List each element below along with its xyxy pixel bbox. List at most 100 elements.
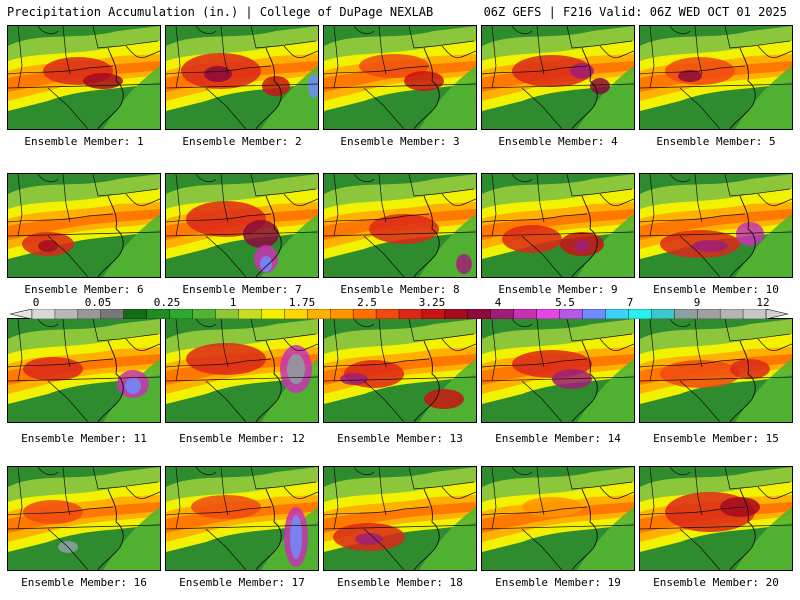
colorbar-tick-label: 9 bbox=[693, 296, 701, 309]
ensemble-member-label: Ensemble Member: 12 bbox=[179, 432, 305, 445]
precip-field bbox=[166, 467, 318, 570]
precip-field bbox=[324, 174, 476, 277]
precip-field bbox=[8, 26, 160, 129]
colorbar-segment bbox=[352, 309, 377, 319]
precip-field bbox=[640, 174, 792, 277]
ensemble-member-label: Ensemble Member: 3 bbox=[340, 135, 460, 148]
colorbar-tick-label: 0.25 bbox=[153, 296, 181, 309]
colorbar-segment bbox=[719, 309, 744, 319]
colorbar-segment bbox=[536, 309, 561, 319]
precip-field bbox=[8, 174, 160, 277]
precip-field bbox=[8, 319, 160, 422]
colorbar-segment bbox=[192, 309, 216, 319]
ensemble-member-label: Ensemble Member: 8 bbox=[340, 283, 460, 296]
ensemble-member-label: Ensemble Member: 14 bbox=[495, 432, 621, 445]
ensemble-member-map bbox=[7, 318, 161, 423]
ensemble-member-map bbox=[481, 25, 635, 130]
colorbar-segment bbox=[100, 309, 125, 319]
colorbar-segment bbox=[123, 309, 148, 319]
ensemble-member-label: Ensemble Member: 19 bbox=[495, 576, 621, 589]
ensemble-member-label: Ensemble Member: 11 bbox=[21, 432, 147, 445]
colorbar-segment bbox=[77, 309, 102, 319]
ensemble-member-map bbox=[323, 318, 477, 423]
ensemble-member-map bbox=[323, 466, 477, 571]
ensemble-member-map bbox=[639, 318, 793, 423]
colorbar-segment bbox=[582, 309, 606, 319]
colorbar-tick-label: 5.5 bbox=[555, 296, 575, 309]
colorbar-segment bbox=[54, 309, 79, 319]
precip-field bbox=[324, 319, 476, 422]
ensemble-member-map bbox=[7, 466, 161, 571]
ensemble-member-map bbox=[481, 173, 635, 278]
ensemble-member-label: Ensemble Member: 15 bbox=[653, 432, 779, 445]
ensemble-member-map bbox=[7, 173, 161, 278]
ensemble-member-label: Ensemble Member: 2 bbox=[182, 135, 302, 148]
precip-field bbox=[166, 174, 318, 277]
precip-field bbox=[640, 467, 792, 570]
ensemble-member-map bbox=[323, 173, 477, 278]
run-info: 06Z GEFS | F216 Valid: 06Z WED OCT 01 20… bbox=[483, 5, 787, 19]
colorbar-tick-label: 2.5 bbox=[357, 296, 377, 309]
colorbar-segment bbox=[398, 309, 423, 319]
precip-field bbox=[482, 26, 634, 129]
precip-field bbox=[166, 319, 318, 422]
colorbar-segment bbox=[696, 309, 721, 319]
precip-field bbox=[324, 26, 476, 129]
ensemble-member-label: Ensemble Member: 20 bbox=[653, 576, 779, 589]
ensemble-member-map bbox=[639, 466, 793, 571]
colorbar-tick-label: 1.75 bbox=[288, 296, 316, 309]
ensemble-member-map bbox=[323, 25, 477, 130]
precip-field bbox=[640, 26, 792, 129]
ensemble-member-label: Ensemble Member: 17 bbox=[179, 576, 305, 589]
ensemble-member-map bbox=[165, 466, 319, 571]
colorbar-segment bbox=[146, 309, 171, 319]
colorbar-tick-label: 4 bbox=[494, 296, 502, 309]
colorbar-segment bbox=[628, 309, 652, 319]
ensemble-member-label: Ensemble Member: 5 bbox=[656, 135, 776, 148]
precip-field bbox=[482, 319, 634, 422]
colorbar-segment bbox=[31, 309, 56, 319]
precip-field bbox=[640, 319, 792, 422]
colorbar-tick-label: 0.05 bbox=[84, 296, 112, 309]
precip-field bbox=[324, 467, 476, 570]
precip-field bbox=[166, 26, 318, 129]
ensemble-member-map bbox=[481, 318, 635, 423]
ensemble-member-label: Ensemble Member: 18 bbox=[337, 576, 463, 589]
colorbar-segment bbox=[169, 309, 194, 319]
colorbar-segment bbox=[605, 309, 629, 319]
colorbar-segment bbox=[742, 309, 767, 319]
ensemble-member-map bbox=[165, 318, 319, 423]
colorbar-tick-label: 0 bbox=[32, 296, 40, 309]
precip-field bbox=[482, 174, 634, 277]
precip-field bbox=[8, 467, 160, 570]
ensemble-member-label: Ensemble Member: 4 bbox=[498, 135, 618, 148]
colorbar-segment bbox=[215, 309, 239, 319]
colorbar-segment bbox=[559, 309, 583, 319]
ensemble-member-map bbox=[639, 173, 793, 278]
colorbar-segment bbox=[421, 309, 446, 319]
colorbar-segment bbox=[513, 309, 538, 319]
colorbar-segment bbox=[284, 309, 308, 319]
ensemble-member-map bbox=[7, 25, 161, 130]
colorbar-tick-label: 1 bbox=[229, 296, 237, 309]
map-title: Precipitation Accumulation (in.) | Colle… bbox=[7, 5, 434, 19]
colorbar-segment bbox=[329, 309, 354, 319]
ensemble-member-label: Ensemble Member: 6 bbox=[24, 283, 144, 296]
precip-field bbox=[482, 467, 634, 570]
ensemble-member-label: Ensemble Member: 9 bbox=[498, 283, 618, 296]
colorbar-segment bbox=[674, 309, 698, 319]
colorbar-tick-label: 7 bbox=[626, 296, 634, 309]
ensemble-member-label: Ensemble Member: 13 bbox=[337, 432, 463, 445]
colorbar-max-arrow bbox=[765, 309, 788, 319]
ensemble-member-label: Ensemble Member: 10 bbox=[653, 283, 779, 296]
colorbar-segment bbox=[467, 309, 492, 319]
colorbar-segment bbox=[261, 309, 285, 319]
colorbar-min-arrow bbox=[10, 309, 33, 319]
colorbar-tick-label: 3.25 bbox=[418, 296, 446, 309]
colorbar-segment bbox=[307, 309, 331, 319]
colorbar-tick-label: 12 bbox=[756, 296, 770, 309]
ensemble-member-map bbox=[639, 25, 793, 130]
colorbar-segment bbox=[444, 309, 469, 319]
ensemble-member-label: Ensemble Member: 7 bbox=[182, 283, 302, 296]
colorbar-segment bbox=[490, 309, 515, 319]
